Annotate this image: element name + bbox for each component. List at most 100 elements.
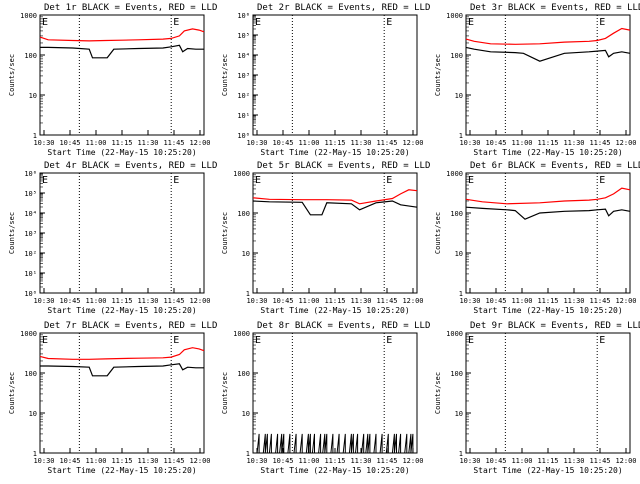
- panel-title: Det 8r BLACK = Events, RED = LLD: [257, 321, 430, 331]
- x-tick-label: 10:30: [459, 457, 480, 465]
- x-tick-label: 10:45: [59, 457, 80, 465]
- x-tick-label: 11:45: [376, 457, 397, 465]
- x-tick-label: 10:30: [246, 297, 267, 305]
- x-tick-label: 11:00: [298, 297, 319, 305]
- event-marker-label: E: [386, 17, 392, 28]
- series-events-line: [252, 200, 418, 216]
- series-lld-line: [465, 27, 631, 45]
- event-marker-label: E: [468, 17, 474, 28]
- event-marker-label: E: [468, 335, 474, 346]
- y-tick-label: 1: [246, 290, 250, 298]
- x-axis-label: Start Time (22-May-15 10:25:20): [47, 148, 196, 157]
- x-tick-label: 12:00: [402, 457, 423, 465]
- x-tick-label: 12:00: [615, 297, 636, 305]
- axes-frame: [465, 14, 631, 136]
- x-tick-label: 11:00: [511, 457, 532, 465]
- x-tick-label: 11:15: [111, 139, 132, 147]
- axes-frame: [39, 14, 205, 136]
- series-events-line: [465, 206, 631, 220]
- y-axis-label: Counts/sec: [8, 212, 16, 254]
- event-marker-label: E: [255, 335, 261, 346]
- series-events-line: [40, 44, 204, 59]
- event-marker-label: E: [468, 175, 474, 186]
- x-tick-label: 11:15: [537, 297, 558, 305]
- y-tick-label: 100: [24, 370, 37, 378]
- x-tick-label: 11:30: [350, 457, 371, 465]
- event-marker-label: E: [42, 17, 48, 28]
- x-tick-label: 11:30: [350, 139, 371, 147]
- x-axis-label: Start Time (22-May-15 10:25:20): [473, 306, 622, 315]
- series-lld-line: [39, 347, 205, 360]
- x-axis-label: Start Time (22-May-15 10:25:20): [473, 466, 622, 475]
- y-tick-label: 100: [237, 210, 250, 218]
- event-marker-label: E: [386, 175, 392, 186]
- y-tick-label: 10: [29, 410, 37, 418]
- y-tick-label: 1000: [20, 12, 37, 20]
- x-tick-label: 11:00: [85, 297, 106, 305]
- x-tick-label: 11:00: [85, 139, 106, 147]
- x-tick-label: 12:00: [402, 297, 423, 305]
- x-tick-label: 11:15: [324, 457, 345, 465]
- y-tick-label: 100: [450, 52, 463, 60]
- x-tick-label: 11:15: [537, 457, 558, 465]
- series-lld-line: [39, 28, 205, 42]
- x-tick-label: 11:00: [85, 457, 106, 465]
- x-tick-label: 10:45: [485, 457, 506, 465]
- x-axis-label: Start Time (22-May-15 10:25:20): [473, 148, 622, 157]
- x-axis-label: Start Time (22-May-15 10:25:20): [260, 148, 409, 157]
- y-tick-label: 1000: [233, 330, 250, 338]
- y-tick-label: 10⁰: [24, 290, 37, 298]
- y-tick-label: 10¹: [237, 112, 250, 120]
- y-axis-label: Counts/sec: [434, 54, 442, 96]
- y-tick-label: 10⁶: [237, 12, 250, 20]
- x-tick-label: 11:45: [163, 457, 184, 465]
- y-tick-label: 1000: [233, 170, 250, 178]
- y-tick-label: 100: [237, 370, 250, 378]
- x-axis-label: Start Time (22-May-15 10:25:20): [47, 466, 196, 475]
- y-tick-label: 10: [455, 92, 463, 100]
- series-events-line: [40, 363, 204, 377]
- series-events-line: [465, 46, 631, 62]
- x-tick-label: 12:00: [189, 457, 210, 465]
- x-axis-label: Start Time (22-May-15 10:25:20): [260, 306, 409, 315]
- y-tick-label: 10: [455, 250, 463, 258]
- x-tick-label: 10:30: [33, 297, 54, 305]
- y-tick-label: 1: [246, 450, 250, 458]
- x-tick-label: 10:30: [246, 457, 267, 465]
- x-tick-label: 11:45: [589, 457, 610, 465]
- y-tick-label: 10⁰: [237, 132, 250, 140]
- panel-title: Det 3r BLACK = Events, RED = LLD: [470, 3, 640, 13]
- y-axis-label: Counts/sec: [434, 212, 442, 254]
- x-tick-label: 11:45: [163, 297, 184, 305]
- series-lld-line: [252, 189, 418, 205]
- y-tick-label: 1: [459, 132, 463, 140]
- event-marker-label: E: [255, 17, 261, 28]
- event-marker-label: E: [255, 175, 261, 186]
- y-tick-label: 100: [450, 370, 463, 378]
- x-tick-label: 11:30: [563, 457, 584, 465]
- y-tick-label: 1: [33, 450, 37, 458]
- x-tick-label: 11:30: [137, 297, 158, 305]
- y-tick-label: 1000: [446, 170, 463, 178]
- x-tick-label: 12:00: [189, 297, 210, 305]
- y-tick-label: 10⁵: [237, 32, 250, 40]
- panel-title: Det 1r BLACK = Events, RED = LLD: [44, 3, 217, 13]
- y-tick-label: 10²: [24, 250, 37, 258]
- x-tick-label: 10:45: [272, 297, 293, 305]
- y-axis-label: Counts/sec: [8, 54, 16, 96]
- y-tick-label: 10: [455, 410, 463, 418]
- y-tick-label: 10: [242, 410, 250, 418]
- panel-title: Det 7r BLACK = Events, RED = LLD: [44, 321, 217, 331]
- x-tick-label: 11:15: [111, 297, 132, 305]
- x-tick-label: 12:00: [402, 139, 423, 147]
- axes-frame: [252, 172, 418, 294]
- x-tick-label: 10:30: [33, 139, 54, 147]
- event-marker-label: E: [173, 17, 179, 28]
- y-axis-label: Counts/sec: [8, 372, 16, 414]
- axes-frame: [252, 14, 418, 136]
- event-marker-label: E: [42, 335, 48, 346]
- y-tick-label: 10⁴: [237, 52, 250, 60]
- y-axis-label: Counts/sec: [221, 54, 229, 96]
- event-marker-label: E: [173, 175, 179, 186]
